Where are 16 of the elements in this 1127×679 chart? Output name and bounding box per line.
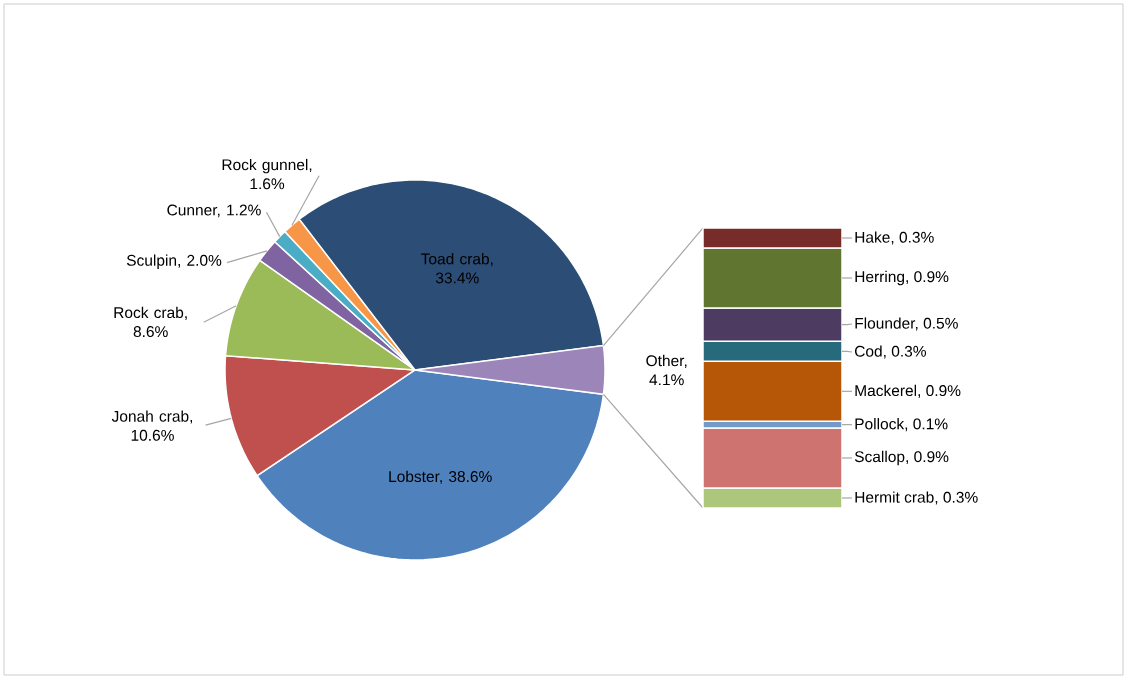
data-label: Mackerel, 0.9% [855,384,961,398]
data-label: Toad crab, 33.4% [421,253,493,284]
data-label: Herring, 0.9% [855,270,949,286]
data-label: Rock crab, 8.6% [114,306,187,338]
data-label: Lobster, 38.6% [389,470,492,484]
data-label: Flounder, 0.5% [855,317,958,331]
data-label: Cod, 0.3% [854,345,926,359]
data-label: Jonah crab, 10.6% [111,410,193,441]
data-label: Other, 4.1% [646,354,687,386]
data-label: Pollock, 0.1% [855,418,948,432]
data-label: Sculpin, 2.0% [126,254,222,269]
data-label: Scallop, 0.9% [854,450,949,466]
data-label: Rock gunnel, 1.6% [222,158,312,190]
data-label: Cunner, 1.2% [167,204,261,218]
data-label: Hermit crab, 0.3% [855,491,978,505]
data-label: Hake, 0.3% [855,231,934,245]
